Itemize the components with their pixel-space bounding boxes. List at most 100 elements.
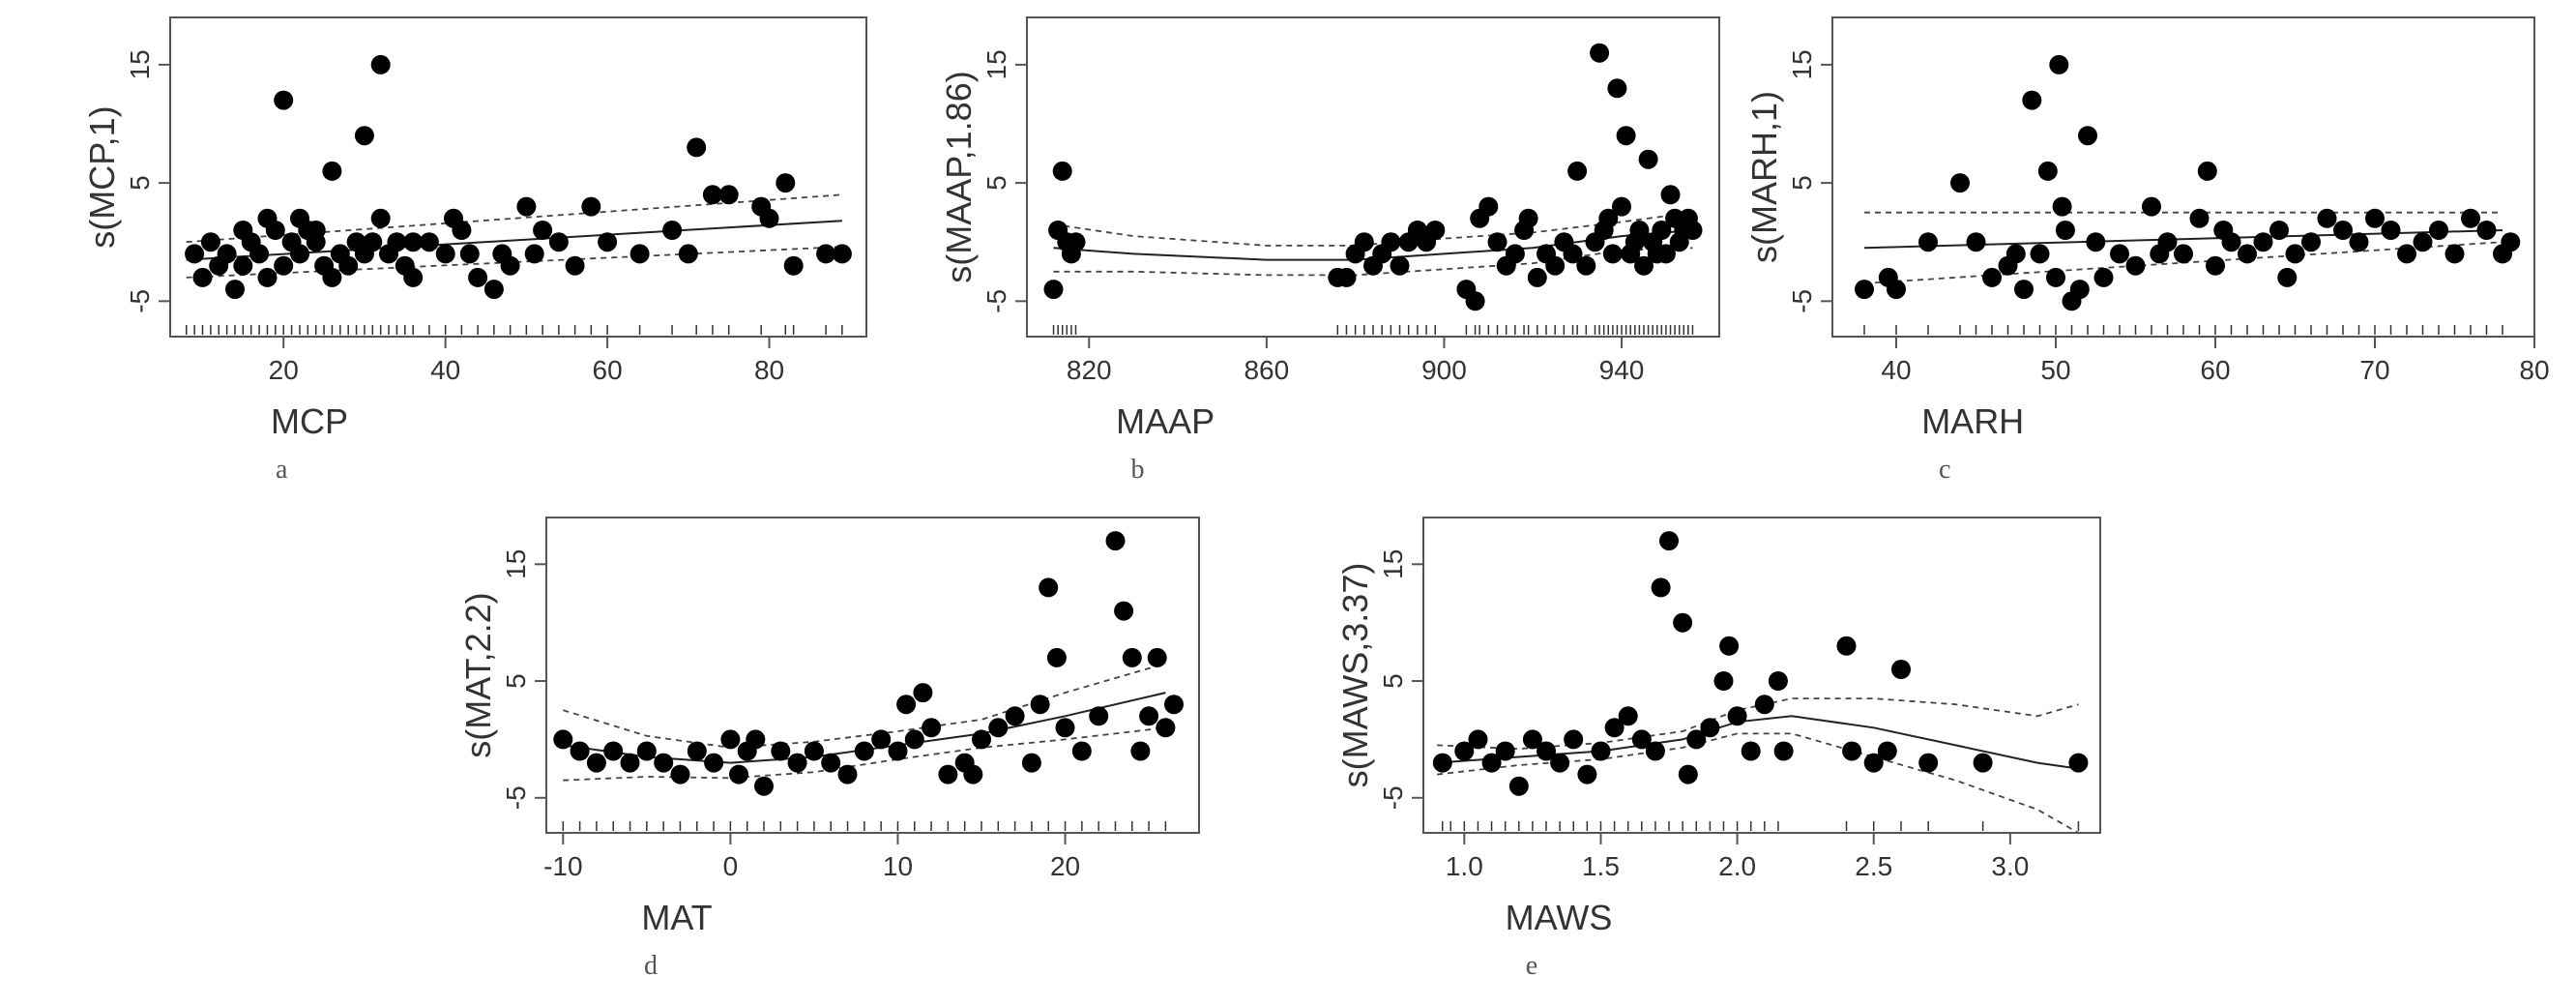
data-point bbox=[2429, 221, 2448, 240]
points bbox=[1432, 531, 2089, 796]
data-point bbox=[403, 267, 424, 287]
plot-frame bbox=[1026, 16, 1720, 338]
plot-frame bbox=[1831, 16, 2535, 338]
data-point bbox=[821, 753, 841, 773]
data-point bbox=[1432, 753, 1452, 773]
rug bbox=[1052, 325, 1694, 335]
data-point bbox=[988, 718, 1009, 738]
points bbox=[1043, 43, 1703, 311]
data-point bbox=[2461, 208, 2480, 228]
data-point bbox=[1616, 126, 1636, 146]
data-point bbox=[1836, 636, 1857, 656]
rug bbox=[185, 325, 843, 335]
data-point bbox=[2110, 244, 2129, 264]
data-point bbox=[1727, 706, 1747, 726]
data-point bbox=[1505, 244, 1525, 264]
panel-c: 40 50 60 70 80 -5 5 15 MARH s(MARH,1) c bbox=[1744, 16, 2550, 485]
data-point bbox=[1164, 695, 1184, 715]
data-point bbox=[2037, 161, 2058, 181]
data-point bbox=[1629, 221, 1650, 240]
data-point bbox=[306, 221, 326, 240]
data-point bbox=[2049, 54, 2069, 74]
data-point bbox=[459, 244, 480, 264]
x-tick-label: 900 bbox=[1421, 355, 1467, 385]
data-point bbox=[1683, 221, 1703, 240]
x-tick-label: 80 bbox=[2519, 355, 2549, 385]
data-point bbox=[2157, 232, 2178, 252]
y-tick-label: -5 bbox=[1378, 785, 1408, 810]
data-point bbox=[435, 244, 455, 264]
data-point bbox=[1518, 208, 1538, 228]
data-point bbox=[2476, 221, 2497, 240]
data-point bbox=[2317, 208, 2337, 228]
y-axis-title: s(MAAP,1.86) bbox=[939, 71, 979, 282]
points bbox=[1855, 54, 2521, 311]
x-tick-label: 2.0 bbox=[1718, 851, 1756, 881]
data-point bbox=[1659, 531, 1679, 551]
data-point bbox=[387, 232, 407, 252]
data-point bbox=[274, 255, 294, 276]
rug bbox=[1442, 821, 2080, 831]
data-point bbox=[500, 255, 520, 276]
y-tick-label: -5 bbox=[501, 785, 531, 810]
data-point bbox=[2014, 280, 2034, 300]
data-point bbox=[687, 741, 707, 761]
panel-b: 820 860 900 940 -5 5 15 MAAP s(MAAP,1.86) b bbox=[939, 16, 1720, 485]
data-point bbox=[2444, 244, 2465, 264]
rug bbox=[1863, 325, 2503, 335]
data-point bbox=[570, 741, 590, 761]
data-point bbox=[581, 196, 601, 217]
data-point bbox=[1537, 741, 1556, 761]
data-point bbox=[1478, 196, 1499, 217]
data-point bbox=[1390, 255, 1410, 276]
data-point bbox=[1030, 695, 1050, 715]
data-point bbox=[1577, 764, 1597, 784]
data-point bbox=[249, 244, 270, 264]
data-point bbox=[603, 741, 624, 761]
data-point bbox=[1686, 729, 1707, 750]
data-point bbox=[468, 267, 488, 287]
x-tick-label: 50 bbox=[2040, 355, 2070, 385]
data-point bbox=[2238, 244, 2257, 264]
data-point bbox=[746, 729, 766, 750]
data-point bbox=[1046, 647, 1067, 667]
data-point bbox=[2125, 255, 2146, 276]
data-point bbox=[1039, 577, 1059, 598]
data-point bbox=[2397, 244, 2416, 264]
data-point bbox=[754, 776, 774, 796]
data-point bbox=[1754, 695, 1774, 715]
data-point bbox=[1043, 280, 1064, 300]
data-point bbox=[370, 54, 391, 74]
y-axis-title: s(MARH,1) bbox=[1744, 91, 1784, 263]
data-point bbox=[565, 255, 585, 276]
data-point bbox=[363, 232, 383, 252]
points bbox=[553, 531, 1184, 796]
data-point bbox=[1454, 741, 1475, 761]
data-point bbox=[2189, 208, 2210, 228]
data-point bbox=[1607, 78, 1627, 99]
panel-e: 1.0 1.5 2.0 2.5 3.0 -5 5 15 MAWS s(MAWS,3.37) e bbox=[1335, 517, 2101, 981]
data-point bbox=[1381, 232, 1401, 252]
data-point bbox=[1495, 741, 1515, 761]
data-point bbox=[1354, 232, 1374, 252]
upper-band bbox=[563, 663, 1166, 749]
data-point bbox=[1114, 601, 1134, 621]
y-tick-label: 15 bbox=[981, 49, 1011, 79]
data-point bbox=[629, 244, 650, 264]
data-point bbox=[2022, 90, 2042, 110]
data-point bbox=[483, 280, 504, 300]
data-point bbox=[1719, 636, 1740, 656]
data-point bbox=[1425, 221, 1446, 240]
y-tick-label: 5 bbox=[125, 175, 155, 191]
data-point bbox=[257, 267, 278, 287]
data-point bbox=[2277, 267, 2298, 287]
x-axis-title: MCP bbox=[271, 401, 348, 441]
data-point bbox=[185, 244, 205, 264]
y-tick-label: 5 bbox=[981, 175, 1011, 191]
data-point bbox=[1071, 741, 1092, 761]
data-point bbox=[888, 741, 908, 761]
data-point bbox=[192, 267, 213, 287]
y-axis-title: s(MAWS,3.37) bbox=[1335, 563, 1375, 788]
data-point bbox=[217, 244, 237, 264]
data-point bbox=[290, 208, 309, 228]
